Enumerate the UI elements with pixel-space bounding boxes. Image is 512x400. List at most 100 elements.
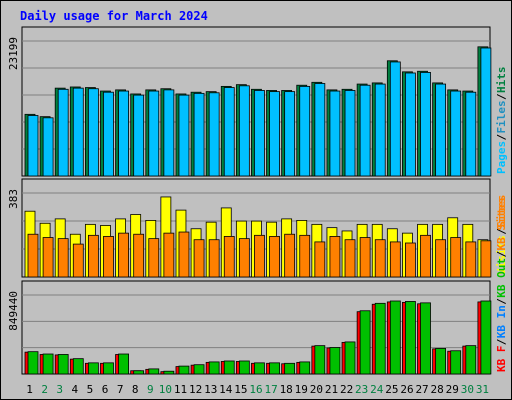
day-label-22: 22 <box>340 383 353 396</box>
bar-sites-day-12 <box>193 239 205 278</box>
legend-files: Files <box>495 100 508 133</box>
day-label-23: 23 <box>355 383 368 396</box>
bar-files-day-20 <box>314 83 326 177</box>
bar-files-day-9 <box>148 90 160 177</box>
bar-kb-out-day-10 <box>163 370 175 375</box>
bar-kb-out-day-29 <box>450 350 462 375</box>
bar-files-day-29 <box>450 90 462 177</box>
max-value-label: 23199 <box>7 37 20 70</box>
bar-sites-day-25 <box>389 241 401 278</box>
bar-kb-out-day-27 <box>420 302 431 375</box>
legend-kb-in: KB In <box>495 305 508 338</box>
bar-sites-day-27 <box>420 234 431 278</box>
day-label-20: 20 <box>310 383 323 396</box>
bar-kb-out-day-11 <box>178 365 190 375</box>
bar-sites-day-5 <box>87 234 99 278</box>
chart-title: Daily usage for March 2024 <box>20 9 208 23</box>
legend-pages: Pages <box>495 141 508 174</box>
bar-files-day-12 <box>193 92 205 177</box>
day-label-1: 1 <box>26 383 33 396</box>
bar-files-day-7 <box>118 90 129 177</box>
bar-kb-out-day-13 <box>208 361 220 375</box>
bar-files-day-10 <box>163 89 175 177</box>
bar-kb-out-day-23 <box>359 310 371 375</box>
bar-files-day-26 <box>405 72 416 177</box>
bar-files-day-24 <box>374 83 386 177</box>
day-label-21: 21 <box>325 383 338 396</box>
bar-files-day-4 <box>72 87 84 177</box>
bar-kb-out-day-2 <box>42 353 54 375</box>
day-label-26: 26 <box>400 383 413 396</box>
day-label-9: 9 <box>147 383 154 396</box>
day-label-11: 11 <box>174 383 187 396</box>
bar-kb-out-day-7 <box>118 353 129 375</box>
bar-sites-day-28 <box>435 239 447 278</box>
bar-sites-day-19 <box>299 234 311 278</box>
bar-files-day-22 <box>344 90 356 177</box>
bar-files-day-14 <box>223 87 235 177</box>
legend-separator: / <box>495 228 508 235</box>
bar-sites-day-29 <box>450 237 462 278</box>
bar-files-day-6 <box>103 91 114 177</box>
bar-sites-day-10 <box>163 232 175 278</box>
bar-kb-out-day-1 <box>27 351 39 375</box>
bar-kb-out-day-25 <box>389 300 401 375</box>
bar-kb-out-day-19 <box>299 361 311 375</box>
bar-kb-out-day-14 <box>223 360 235 375</box>
day-label-14: 14 <box>219 383 233 396</box>
bar-files-day-30 <box>465 91 477 177</box>
bar-sites-day-24 <box>374 239 386 278</box>
bar-files-day-27 <box>420 72 431 177</box>
legend-kb-f: KB F <box>495 346 508 373</box>
bar-kb-out-day-28 <box>435 348 447 375</box>
bar-files-day-17 <box>269 91 280 177</box>
bar-files-day-1 <box>27 115 39 177</box>
bar-kb-out-day-21 <box>329 347 341 375</box>
bar-files-day-5 <box>87 88 99 177</box>
legend-separator: / <box>495 93 508 100</box>
bar-files-day-8 <box>133 94 145 177</box>
bar-kb-out-day-3 <box>57 354 69 375</box>
bar-sites-day-26 <box>405 242 416 278</box>
day-label-25: 25 <box>385 383 398 396</box>
bar-sites-day-1 <box>27 233 39 278</box>
bar-kb-out-day-17 <box>269 362 280 375</box>
bar-kb-out-day-22 <box>344 341 356 375</box>
bar-sites-day-4 <box>72 243 84 278</box>
bar-files-day-25 <box>389 61 401 177</box>
bar-sites-day-7 <box>118 232 129 278</box>
bar-kb-out-day-15 <box>238 360 250 375</box>
bar-sites-day-16 <box>254 234 265 278</box>
bar-kb-out-day-30 <box>465 345 477 375</box>
bar-sites-day-22 <box>344 239 356 278</box>
legend-visits: Visits <box>495 235 508 275</box>
bar-sites-day-30 <box>465 241 477 278</box>
bar-kb-out-day-20 <box>314 345 326 375</box>
bar-kb-out-day-8 <box>133 370 145 375</box>
legend-separator: / <box>495 338 508 345</box>
bar-sites-day-20 <box>314 241 326 278</box>
day-label-2: 2 <box>41 383 48 396</box>
day-label-13: 13 <box>204 383 217 396</box>
bar-sites-day-6 <box>103 236 114 278</box>
bar-files-day-28 <box>435 83 447 177</box>
bar-sites-day-2 <box>42 237 54 278</box>
bar-kb-out-day-6 <box>103 362 114 375</box>
max-value-label: 383 <box>7 189 20 209</box>
bar-files-day-16 <box>254 90 265 177</box>
day-label-30: 30 <box>461 383 474 396</box>
bar-sites-day-11 <box>178 231 190 278</box>
bar-kb-out-day-31 <box>480 300 492 375</box>
max-value-label: 849440 <box>7 291 20 331</box>
bar-files-day-31 <box>480 47 492 177</box>
bar-kb-out-day-26 <box>405 301 416 375</box>
day-label-7: 7 <box>117 383 124 396</box>
day-label-8: 8 <box>132 383 139 396</box>
bar-files-day-21 <box>329 90 341 177</box>
legend-separator: / <box>495 134 508 141</box>
day-label-24: 24 <box>370 383 384 396</box>
bar-kb-out-day-24 <box>374 302 386 375</box>
bar-sites-day-14 <box>223 236 235 278</box>
bar-kb-out-day-9 <box>148 368 160 375</box>
